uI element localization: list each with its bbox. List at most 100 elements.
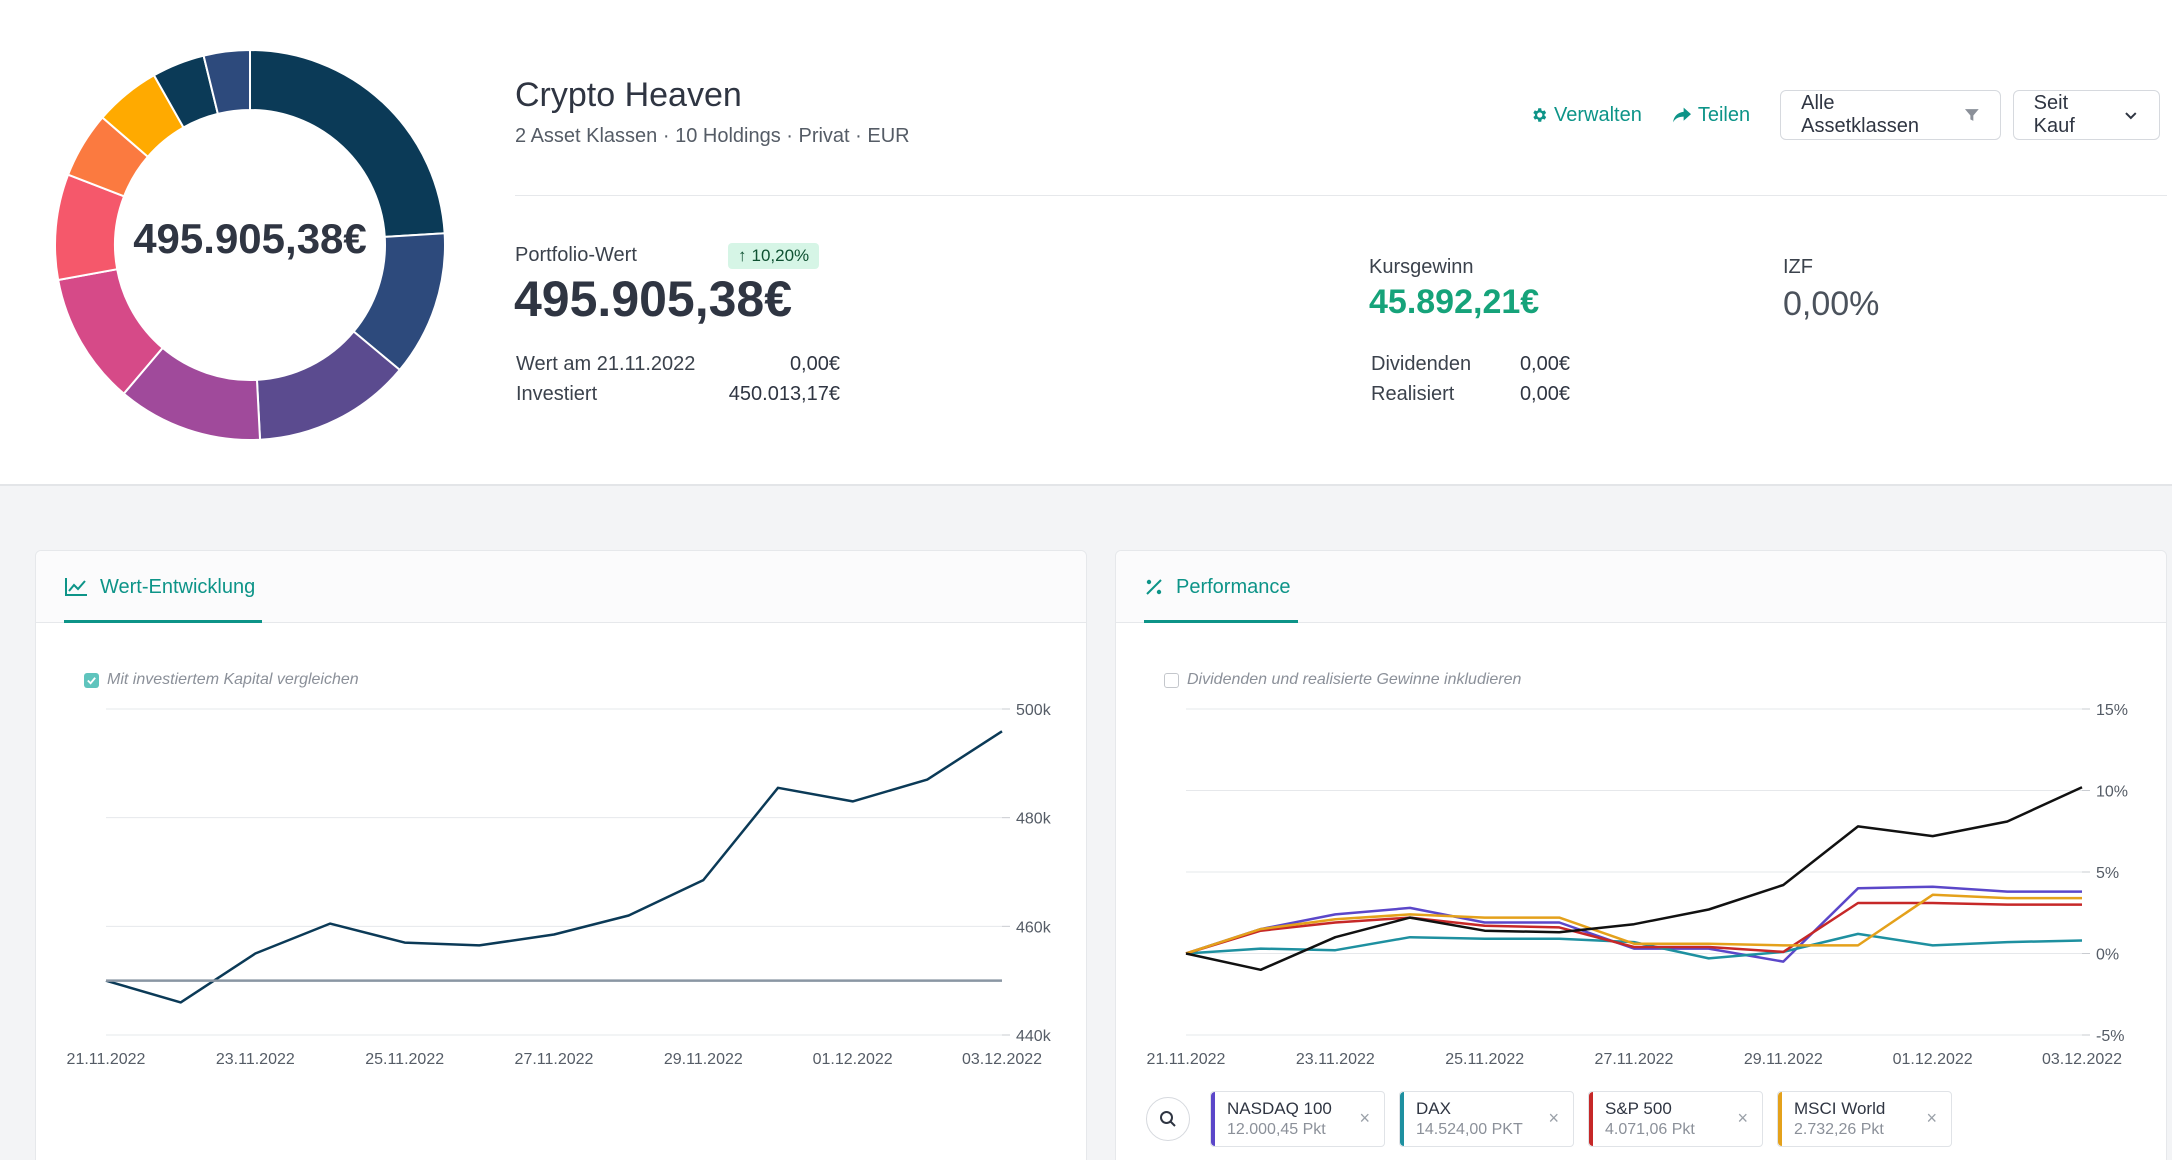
dividends-value: 0,00€	[1519, 353, 1570, 375]
series-line-3	[1185, 893, 2082, 955]
value-development-card: Wert-Entwicklung Mit investiertem Kapita…	[35, 550, 1087, 1160]
share-label: Teilen	[1697, 103, 1751, 126]
y-tick-label: -5%	[2096, 1028, 2124, 1045]
dividends-label: Dividenden	[1371, 353, 1472, 375]
benchmark-color-bar	[1211, 1092, 1215, 1146]
value-card-header: Wert-Entwicklung	[36, 551, 1086, 623]
series-line-0	[105, 730, 1003, 1004]
price-gain-label: Kursgewinn	[1369, 256, 1474, 278]
benchmark-value: 2.732,26 Pkt	[1794, 1121, 1884, 1138]
close-icon[interactable]: ×	[1359, 1108, 1370, 1128]
change-badge: ↑ 10,20%	[728, 243, 820, 269]
value-development-chart: 440k 460k 480k 500k 21.11.2022 23.11.2022 25.1…	[67, 702, 1052, 1068]
compare-invested-label: Mit investiertem Kapital vergleichen	[107, 671, 359, 688]
filter-icon	[1964, 109, 1979, 121]
performance-chart: -5% 0% 5% 10% 15% 21.11.2022 23.11.2022 25.11.2…	[1147, 702, 2128, 1068]
x-tick-label: 27.11.2022	[1595, 1051, 1674, 1068]
y-tick-label: 500k	[1016, 702, 1052, 719]
x-tick-label: 25.11.2022	[1445, 1051, 1524, 1068]
tab-performance[interactable]: Performance	[1144, 551, 1291, 623]
value-at-value: 0,00€	[789, 353, 840, 375]
portfolio-meta: 2 Asset Klassen · 10 Holdings · Privat ·…	[515, 125, 910, 147]
share-icon	[1672, 107, 1691, 123]
benchmark-value: 14.524,00 PKT	[1416, 1121, 1523, 1138]
gear-icon	[1533, 108, 1547, 122]
invested-label: Investiert	[516, 383, 598, 405]
tab-performance-label: Performance	[1176, 575, 1291, 598]
period-select[interactable]: Seit Kauf	[2012, 90, 2160, 140]
x-tick-label: 27.11.2022	[515, 1051, 594, 1068]
compare-invested-toggle[interactable]: Mit investiertem Kapital vergleichen	[84, 671, 359, 689]
close-icon[interactable]: ×	[1926, 1108, 1937, 1128]
tab-value-development[interactable]: Wert-Entwicklung	[64, 551, 255, 623]
benchmark-name: MSCI World	[1794, 1099, 1886, 1118]
include-dividends-label: Dividenden und realisierte Gewinne inklu…	[1187, 671, 1522, 688]
y-tick-label: 10%	[2096, 784, 2128, 801]
y-tick-label: 480k	[1016, 811, 1052, 828]
tab-value-development-label: Wert-Entwicklung	[100, 575, 256, 598]
x-tick-label: 29.11.2022	[1744, 1051, 1823, 1068]
benchmark-name: S&P 500	[1605, 1099, 1672, 1118]
benchmark-chip[interactable]: S&P 500 4.071,06 Pkt ×	[1588, 1091, 1763, 1147]
portfolio-title: Crypto Heaven	[515, 76, 742, 114]
benchmark-chip[interactable]: NASDAQ 100 12.000,45 Pkt ×	[1210, 1091, 1385, 1147]
y-tick-label: 440k	[1016, 1028, 1052, 1045]
series-line-2	[1185, 901, 2082, 955]
benchmark-chip[interactable]: MSCI World 2.732,26 Pkt ×	[1777, 1091, 1952, 1147]
series-line-0	[1185, 885, 2082, 963]
irr-label: IZF	[1783, 256, 1813, 278]
benchmark-value: 12.000,45 Pkt	[1227, 1121, 1326, 1138]
share-button[interactable]: Teilen	[1672, 104, 1750, 127]
include-dividends-toggle[interactable]: Dividenden und realisierte Gewinne inklu…	[1164, 671, 1521, 689]
series-line-1	[1185, 932, 2083, 960]
donut-segment-9[interactable]	[202, 48, 251, 116]
close-icon[interactable]: ×	[1548, 1108, 1559, 1128]
x-tick-label: 03.12.2022	[962, 1051, 1042, 1068]
portfolio-value-label: Portfolio-Wert	[515, 244, 637, 266]
performance-card-header: Performance	[1116, 551, 2166, 623]
donut-total-value: 495.905,38€	[133, 215, 367, 262]
x-tick-label: 25.11.2022	[365, 1051, 444, 1068]
compare-invested-checkbox[interactable]	[84, 672, 99, 688]
manage-button[interactable]: Verwalten	[1530, 104, 1642, 127]
y-tick-label: 0%	[2096, 947, 2119, 964]
y-tick-label: 460k	[1016, 919, 1052, 936]
y-tick-label: 5%	[2096, 865, 2119, 882]
change-badge-value: 10,20%	[751, 246, 810, 265]
x-tick-label: 03.12.2022	[2042, 1051, 2122, 1068]
donut-segment-0[interactable]	[249, 48, 446, 238]
allocation-donut-chart	[54, 48, 446, 441]
benchmark-value: 4.071,06 Pkt	[1605, 1121, 1695, 1138]
series-line-4	[1185, 786, 2083, 972]
portfolio-header: 495.905,38€ Crypto Heaven 2 Asset Klasse…	[0, 0, 2172, 486]
period-select-label: Seit Kauf	[2033, 92, 2075, 137]
benchmark-list: NASDAQ 100 12.000,45 Pkt × DAX 14.524,00 PKT…	[1146, 1091, 1966, 1147]
benchmark-color-bar	[1589, 1092, 1593, 1146]
asset-class-filter[interactable]: Alle Assetklassen	[1780, 90, 2001, 140]
benchmark-search-button[interactable]	[1146, 1097, 1190, 1141]
price-gain-value: 45.892,21€	[1369, 283, 1540, 321]
close-icon[interactable]: ×	[1737, 1108, 1748, 1128]
benchmark-color-bar	[1778, 1092, 1782, 1146]
benchmark-chip[interactable]: DAX 14.524,00 PKT ×	[1399, 1091, 1574, 1147]
value-at-label: Wert am 21.11.2022	[516, 353, 696, 375]
tab-active-indicator	[1144, 620, 1298, 623]
manage-label: Verwalten	[1554, 103, 1642, 126]
x-tick-label: 21.11.2022	[67, 1051, 146, 1068]
x-tick-label: 23.11.2022	[216, 1051, 295, 1068]
search-icon	[1160, 1111, 1176, 1127]
portfolio-value: 495.905,38€	[514, 271, 793, 327]
irr-value: 0,00%	[1783, 285, 1880, 323]
line-chart-icon	[65, 578, 87, 596]
x-tick-label: 01.12.2022	[813, 1051, 893, 1068]
include-dividends-checkbox[interactable]	[1164, 672, 1179, 688]
realized-label: Realisiert	[1371, 383, 1455, 405]
chevron-down-icon	[2125, 112, 2137, 120]
x-tick-label: 29.11.2022	[664, 1051, 743, 1068]
asset-class-filter-label: Alle Assetklassen	[1801, 92, 1919, 137]
benchmark-chips: NASDAQ 100 12.000,45 Pkt × DAX 14.524,00 PKT…	[1210, 1091, 1966, 1147]
realized-value: 0,00€	[1519, 383, 1570, 405]
header-divider	[515, 195, 2167, 196]
arrow-up-icon: ↑	[738, 246, 747, 265]
header-actions: Verwalten Teilen Alle Assetklassen Seit …	[1530, 90, 2172, 140]
